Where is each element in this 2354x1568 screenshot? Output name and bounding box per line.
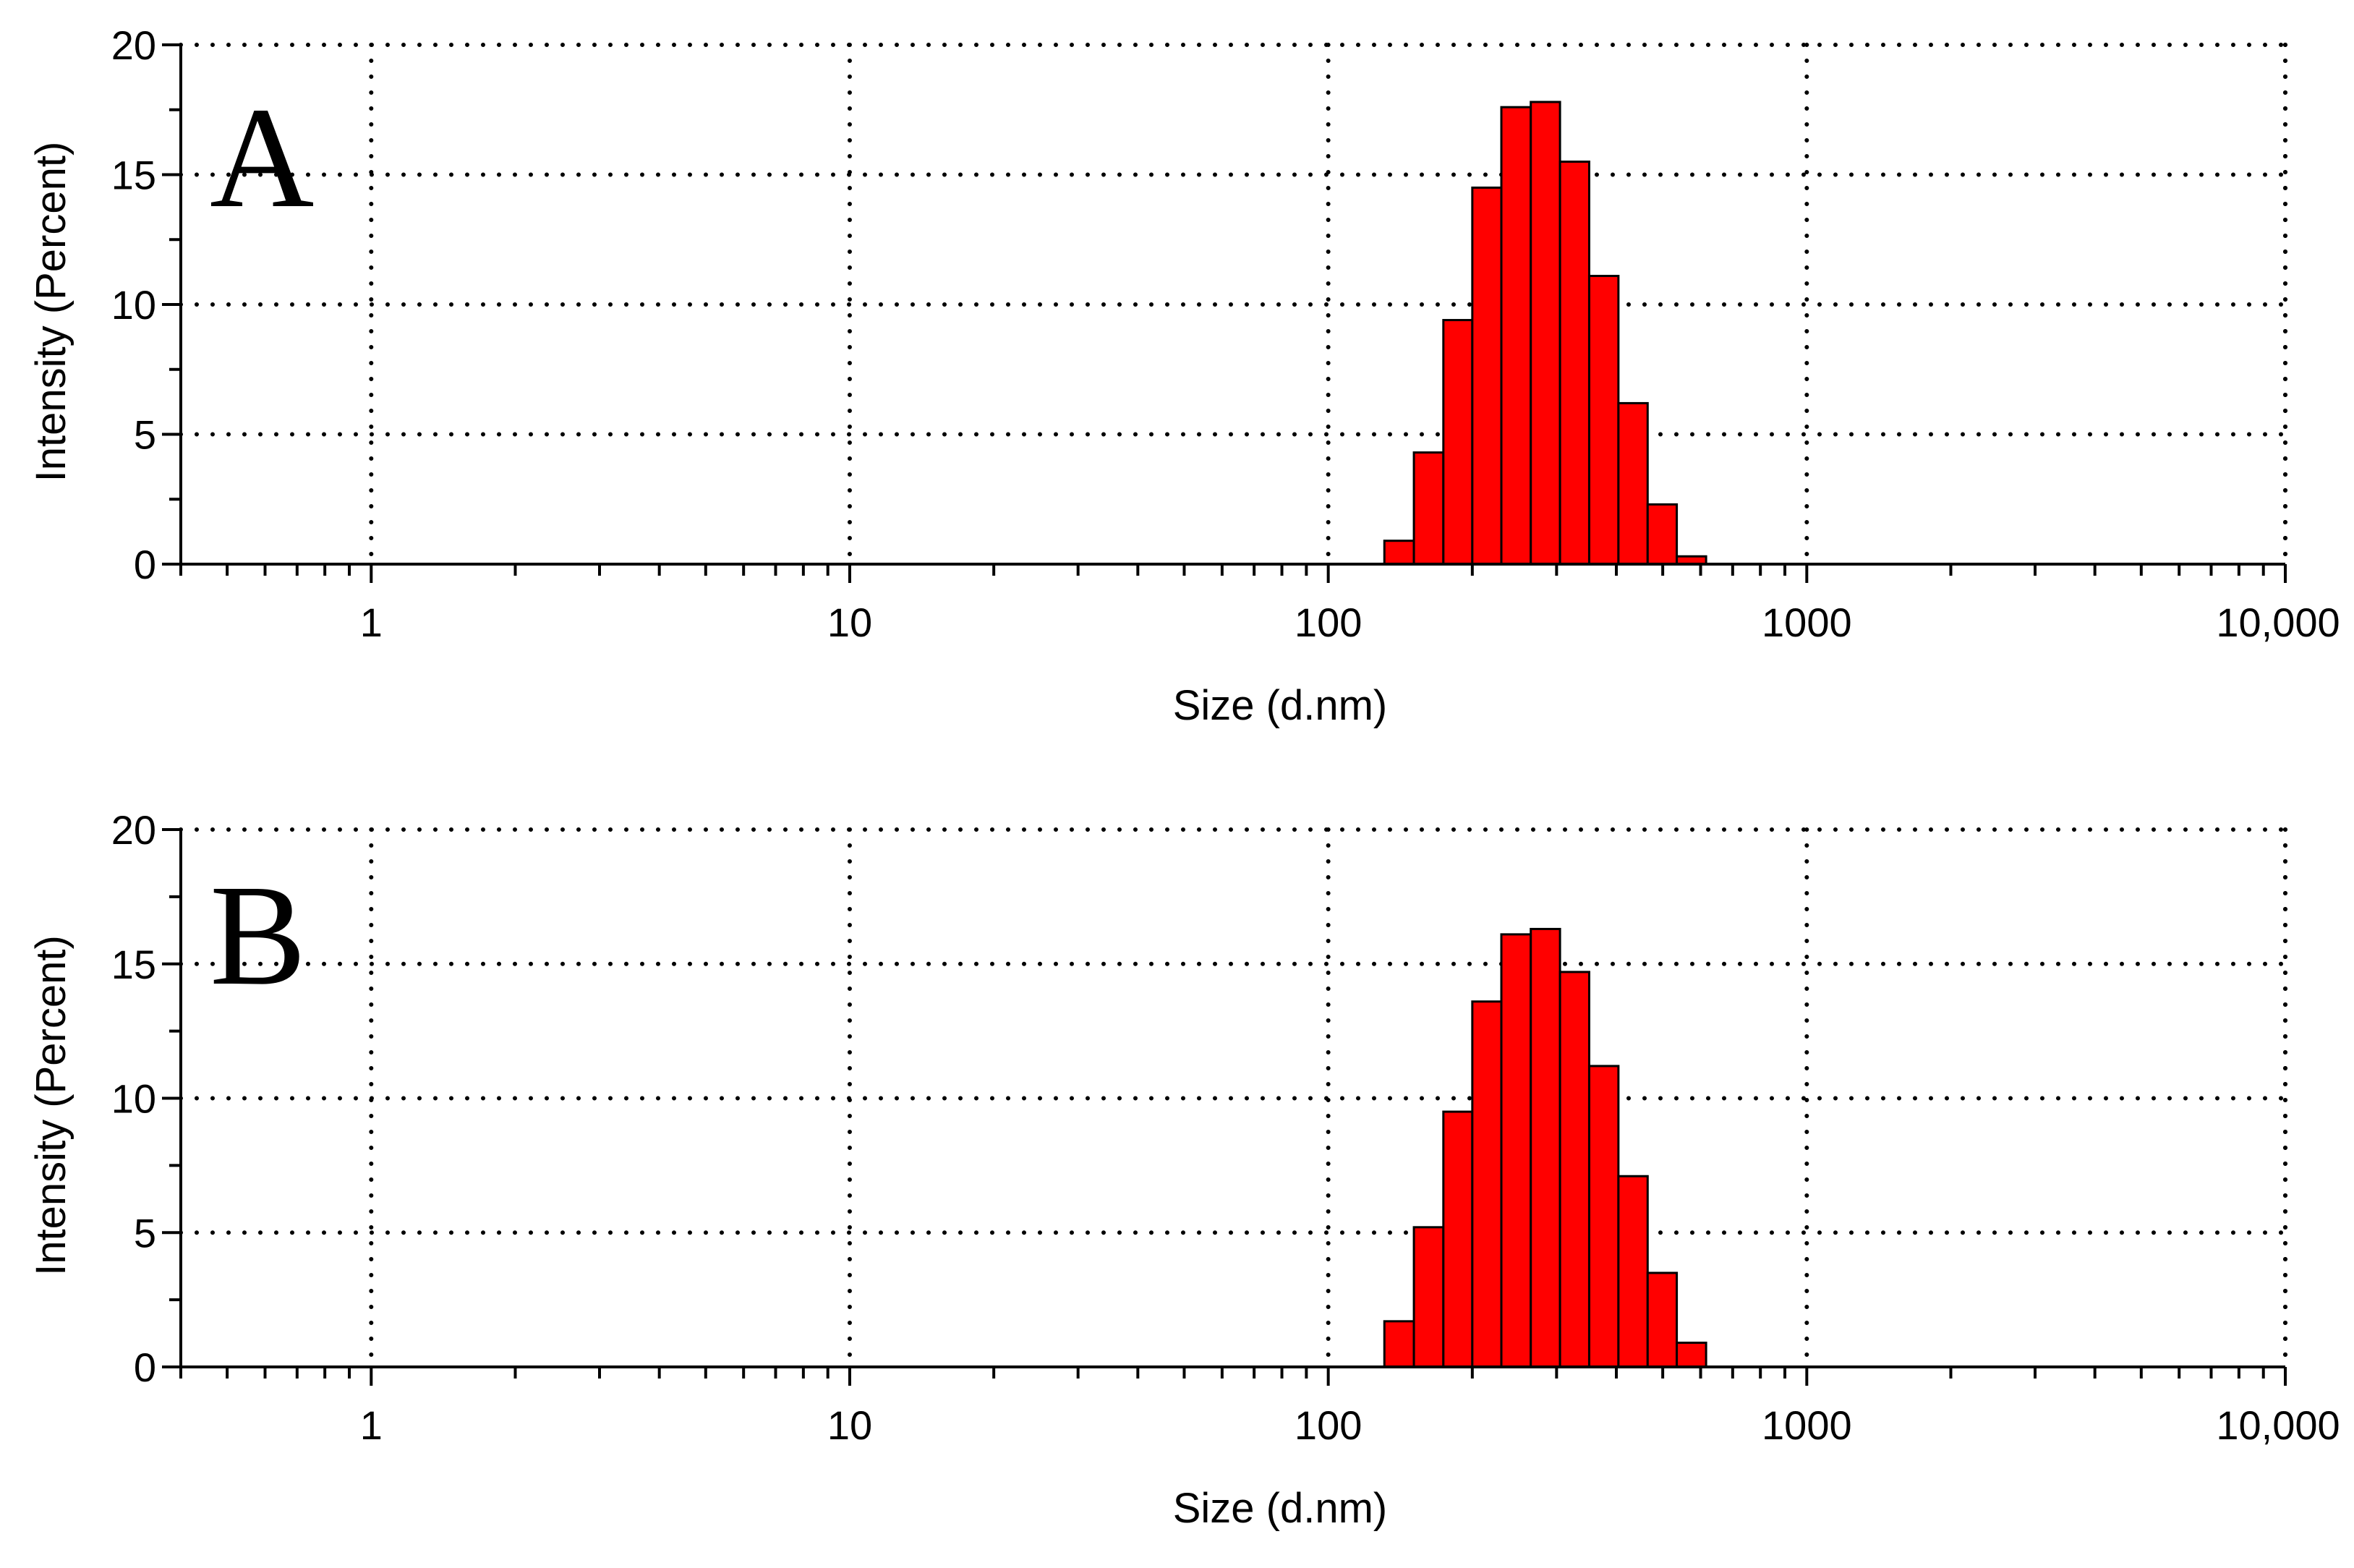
- histogram-bar: [1383, 540, 1415, 566]
- histogram-bar: [1676, 1342, 1707, 1368]
- y-tick-label: 15: [111, 153, 156, 198]
- y-tick-label: 5: [134, 412, 156, 458]
- x-axis-title: Size (d.nm): [1173, 1485, 1388, 1532]
- histogram-bar: [1558, 161, 1590, 566]
- x-tick-label: 1000: [1762, 1402, 1852, 1448]
- histogram-bar: [1471, 1000, 1503, 1368]
- histogram-bar: [1442, 1110, 1474, 1368]
- histogram-bar: [1617, 1175, 1649, 1368]
- y-tick-label: 0: [134, 542, 156, 587]
- histogram-bar: [1412, 1226, 1445, 1368]
- y-tick-label: 10: [111, 1076, 156, 1122]
- y-tick-label: 5: [134, 1210, 156, 1256]
- histogram-bar: [1617, 401, 1649, 566]
- y-axis-title: Intensity (Percent): [27, 935, 74, 1276]
- y-tick-label: 15: [111, 942, 156, 987]
- histogram-bar: [1587, 1065, 1620, 1368]
- y-tick-label: 10: [111, 282, 156, 328]
- chart-panel-a: 0 5 10 15 20 1 10 100 1000 10,000 Size (d.nm) Inten…: [27, 22, 2340, 729]
- x-axis-title: Size (d.nm): [1173, 682, 1388, 729]
- histogram-bar: [1530, 101, 1561, 566]
- x-tick-label: 100: [1295, 600, 1362, 645]
- x-tick-label: 1000: [1762, 600, 1852, 645]
- histogram-bar: [1412, 451, 1445, 566]
- x-tick-label: 10,000: [2216, 600, 2340, 645]
- x-tick-label: 10,000: [2216, 1402, 2340, 1448]
- x-tick-label: 10: [827, 1402, 872, 1448]
- histogram-bar: [1646, 503, 1679, 566]
- histogram-bar: [1558, 971, 1590, 1368]
- histogram-bar: [1530, 927, 1561, 1368]
- y-tick-label: 20: [111, 22, 156, 68]
- y-tick-label: 20: [111, 807, 156, 853]
- histogram-bar: [1471, 186, 1503, 566]
- chart-panel-b: 0 5 10 15 20 1 10 100 1000 10,000 Size (d.nm) Inten…: [27, 807, 2340, 1532]
- histogram-bar: [1383, 1320, 1415, 1368]
- histogram-bar: [1500, 933, 1532, 1368]
- histogram-bar: [1587, 275, 1620, 566]
- histogram-bar: [1646, 1271, 1679, 1368]
- histogram-bar: [1500, 106, 1532, 566]
- y-axis-title: Intensity (Percent): [27, 142, 74, 482]
- x-tick-label: 1: [360, 1402, 383, 1448]
- panel-label: A: [210, 78, 314, 238]
- y-tick-label: 0: [134, 1345, 156, 1390]
- x-tick-label: 100: [1295, 1402, 1362, 1448]
- x-tick-label: 1: [360, 600, 383, 645]
- x-tick-label: 10: [827, 600, 872, 645]
- panel-label: B: [210, 856, 306, 1015]
- histogram-bar: [1442, 319, 1474, 566]
